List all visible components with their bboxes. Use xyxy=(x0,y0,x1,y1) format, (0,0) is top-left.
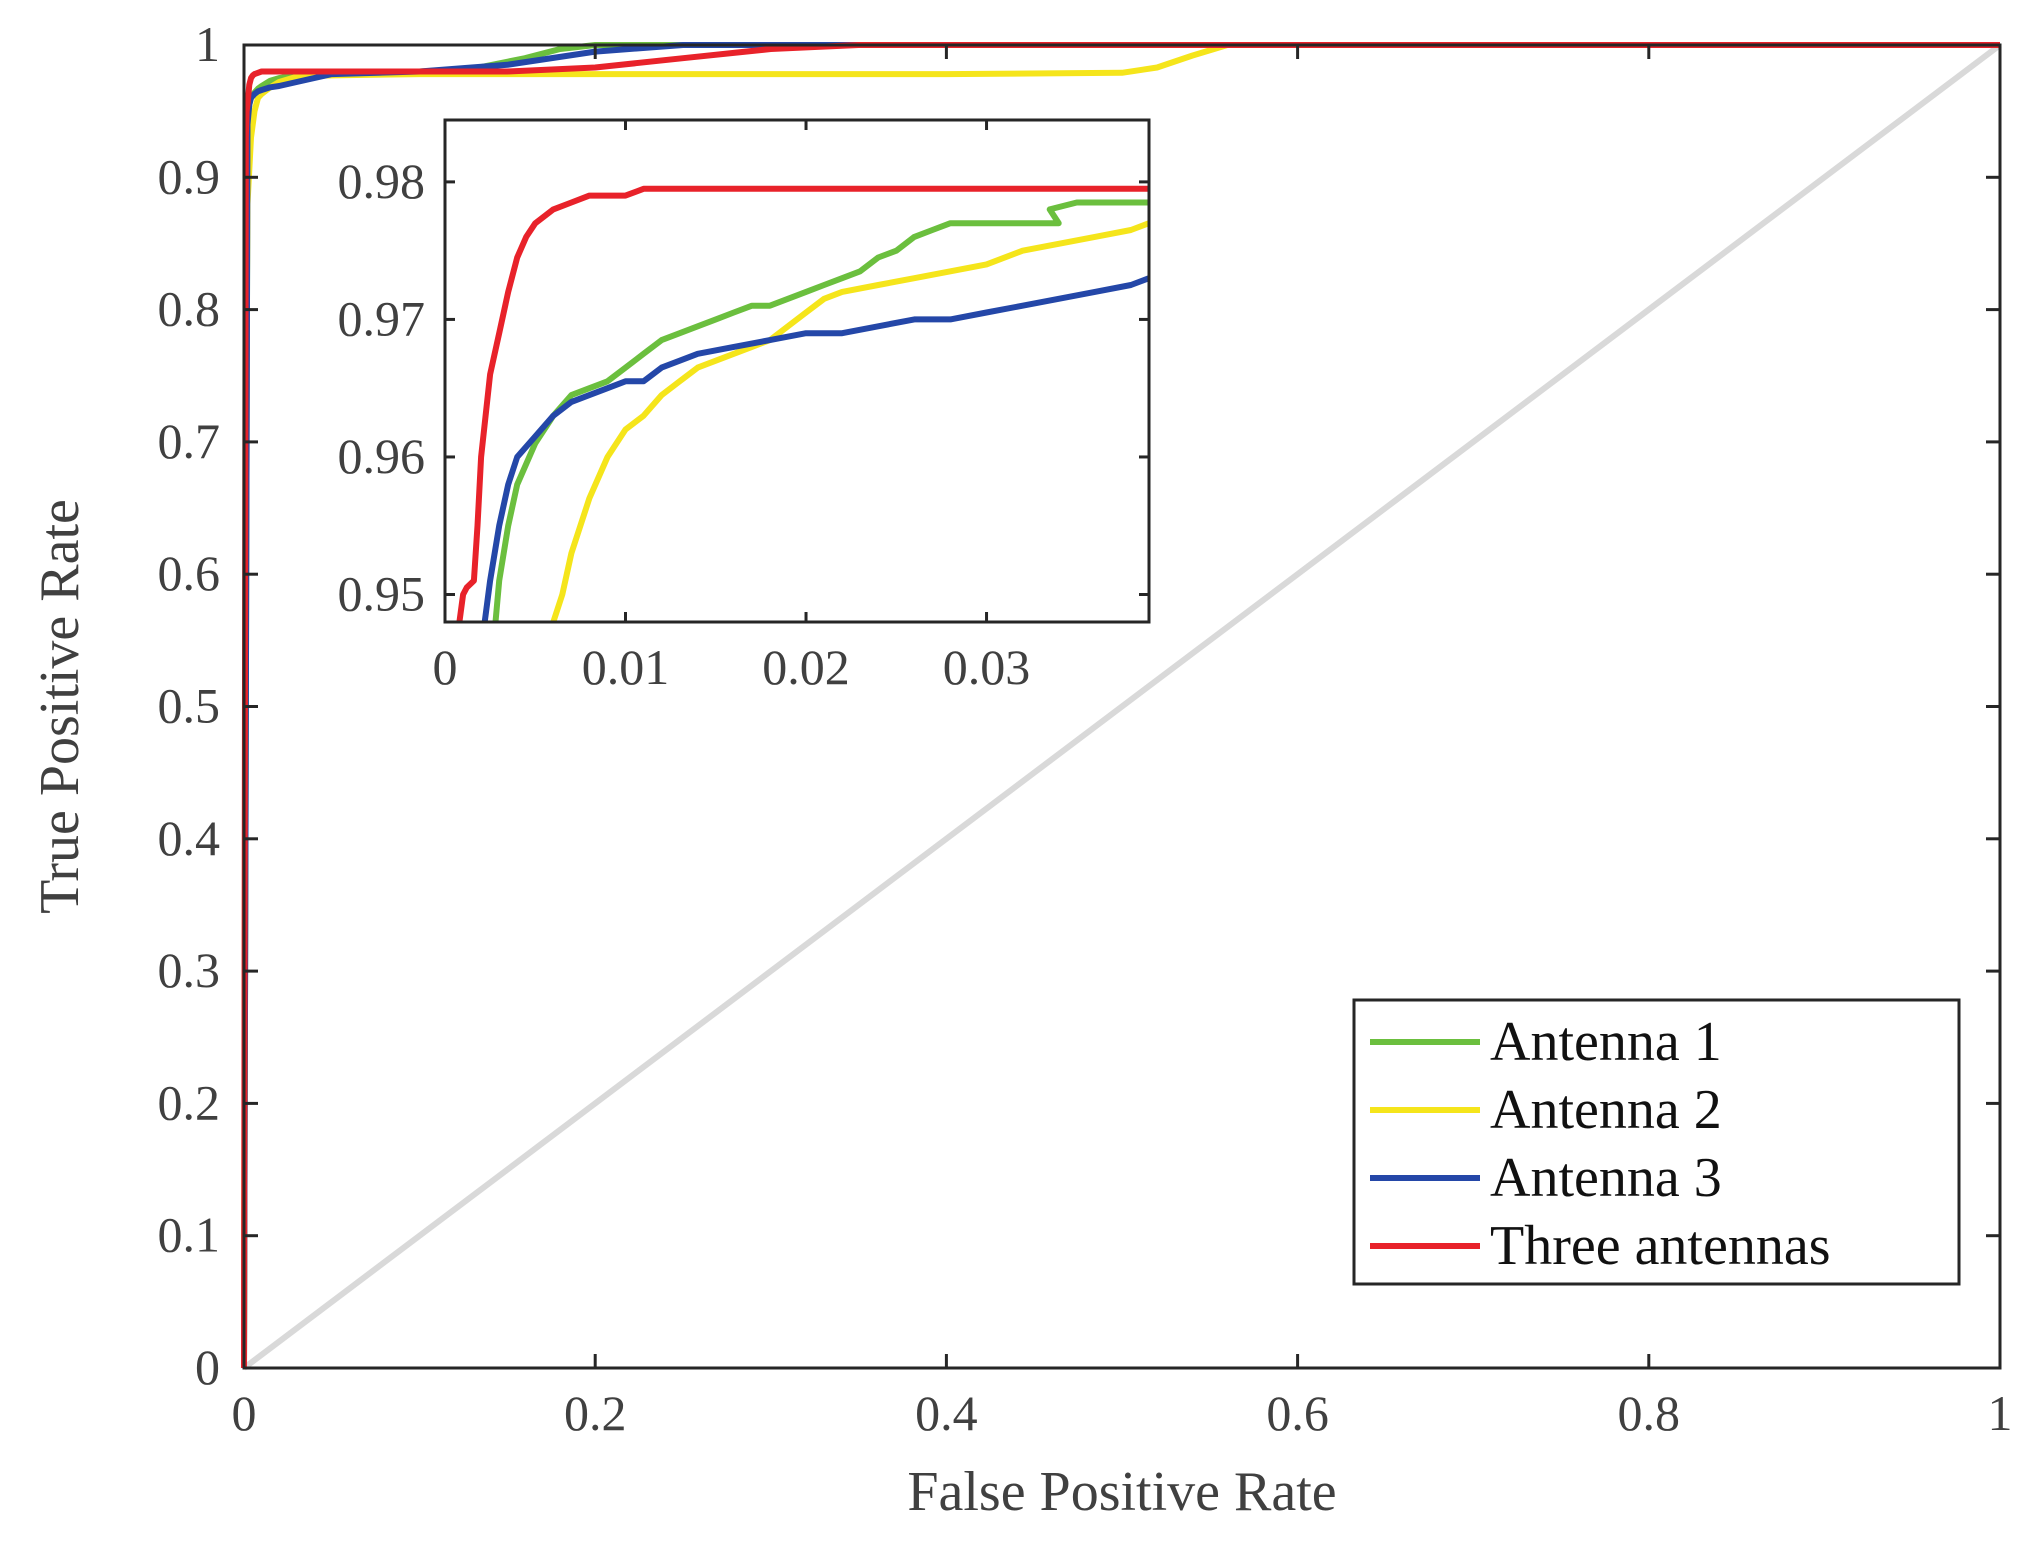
inset-x-tick-label: 0 xyxy=(433,639,458,695)
inset-y-tick-label: 0.97 xyxy=(338,290,426,346)
y-tick-label: 0.2 xyxy=(158,1074,221,1130)
y-axis-title: True Positive Rate xyxy=(29,499,91,914)
y-tick-label: 0.5 xyxy=(158,678,221,734)
y-tick-label: 0.9 xyxy=(158,148,221,204)
inset-background xyxy=(445,120,1149,622)
inset-series-line-antenna-1 xyxy=(492,199,1149,622)
inset-x-tick-label: 0.03 xyxy=(943,639,1031,695)
inset-y-tick-label: 0.98 xyxy=(338,153,426,209)
inset-x-tick-label: 0.02 xyxy=(762,639,850,695)
inset-y-tick-label: 0.95 xyxy=(338,565,426,621)
x-tick-label: 0 xyxy=(232,1385,257,1441)
y-tick-label: 0.4 xyxy=(158,810,221,866)
y-tick-label: 0 xyxy=(195,1339,220,1395)
x-tick-label: 1 xyxy=(1988,1385,2013,1441)
x-tick-label: 0.4 xyxy=(915,1385,978,1441)
inset-zoom-plot: 0 0.01 0.02 0.03 0.95 0.96 0.97 0.98 xyxy=(338,118,1151,695)
main-plot-area: 0 0.2 0.4 0.6 0.8 1 0 0.1 0.2 0.3 0.4 0.5 0.6 0.7 0.8 0… xyxy=(158,16,2013,1441)
inset-series-line-antenna-3 xyxy=(481,275,1149,622)
legend-label-antenna-3: Antenna 3 xyxy=(1490,1147,1722,1209)
x-tick-label: 0.8 xyxy=(1618,1385,1681,1441)
y-tick-label: 1 xyxy=(195,16,220,72)
x-tick-label: 0.2 xyxy=(564,1385,627,1441)
y-tick-label: 0.1 xyxy=(158,1207,221,1263)
legend-label-antenna-1: Antenna 1 xyxy=(1490,1011,1722,1073)
legend-label-three-antennas: Three antennas xyxy=(1490,1215,1830,1277)
inset-y-tick-label: 0.96 xyxy=(338,428,426,484)
inset-series-group xyxy=(456,185,1149,622)
legend-box xyxy=(1352,998,1961,1286)
x-axis-title: False Positive Rate xyxy=(907,1461,1336,1523)
y-tick-label: 0.6 xyxy=(158,545,221,601)
chance-diagonal-line xyxy=(242,42,2002,1371)
legend-label-antenna-2: Antenna 2 xyxy=(1490,1079,1722,1141)
y-tick-label: 0.8 xyxy=(158,281,221,337)
y-tick-label: 0.7 xyxy=(158,413,221,469)
y-tick-label: 0.3 xyxy=(158,942,221,998)
inset-axes-box xyxy=(443,118,1151,624)
inset-x-tick-label: 0.01 xyxy=(582,639,670,695)
x-tick-label: 0.6 xyxy=(1266,1385,1329,1441)
inset-series-line-three-antennas xyxy=(456,185,1149,622)
